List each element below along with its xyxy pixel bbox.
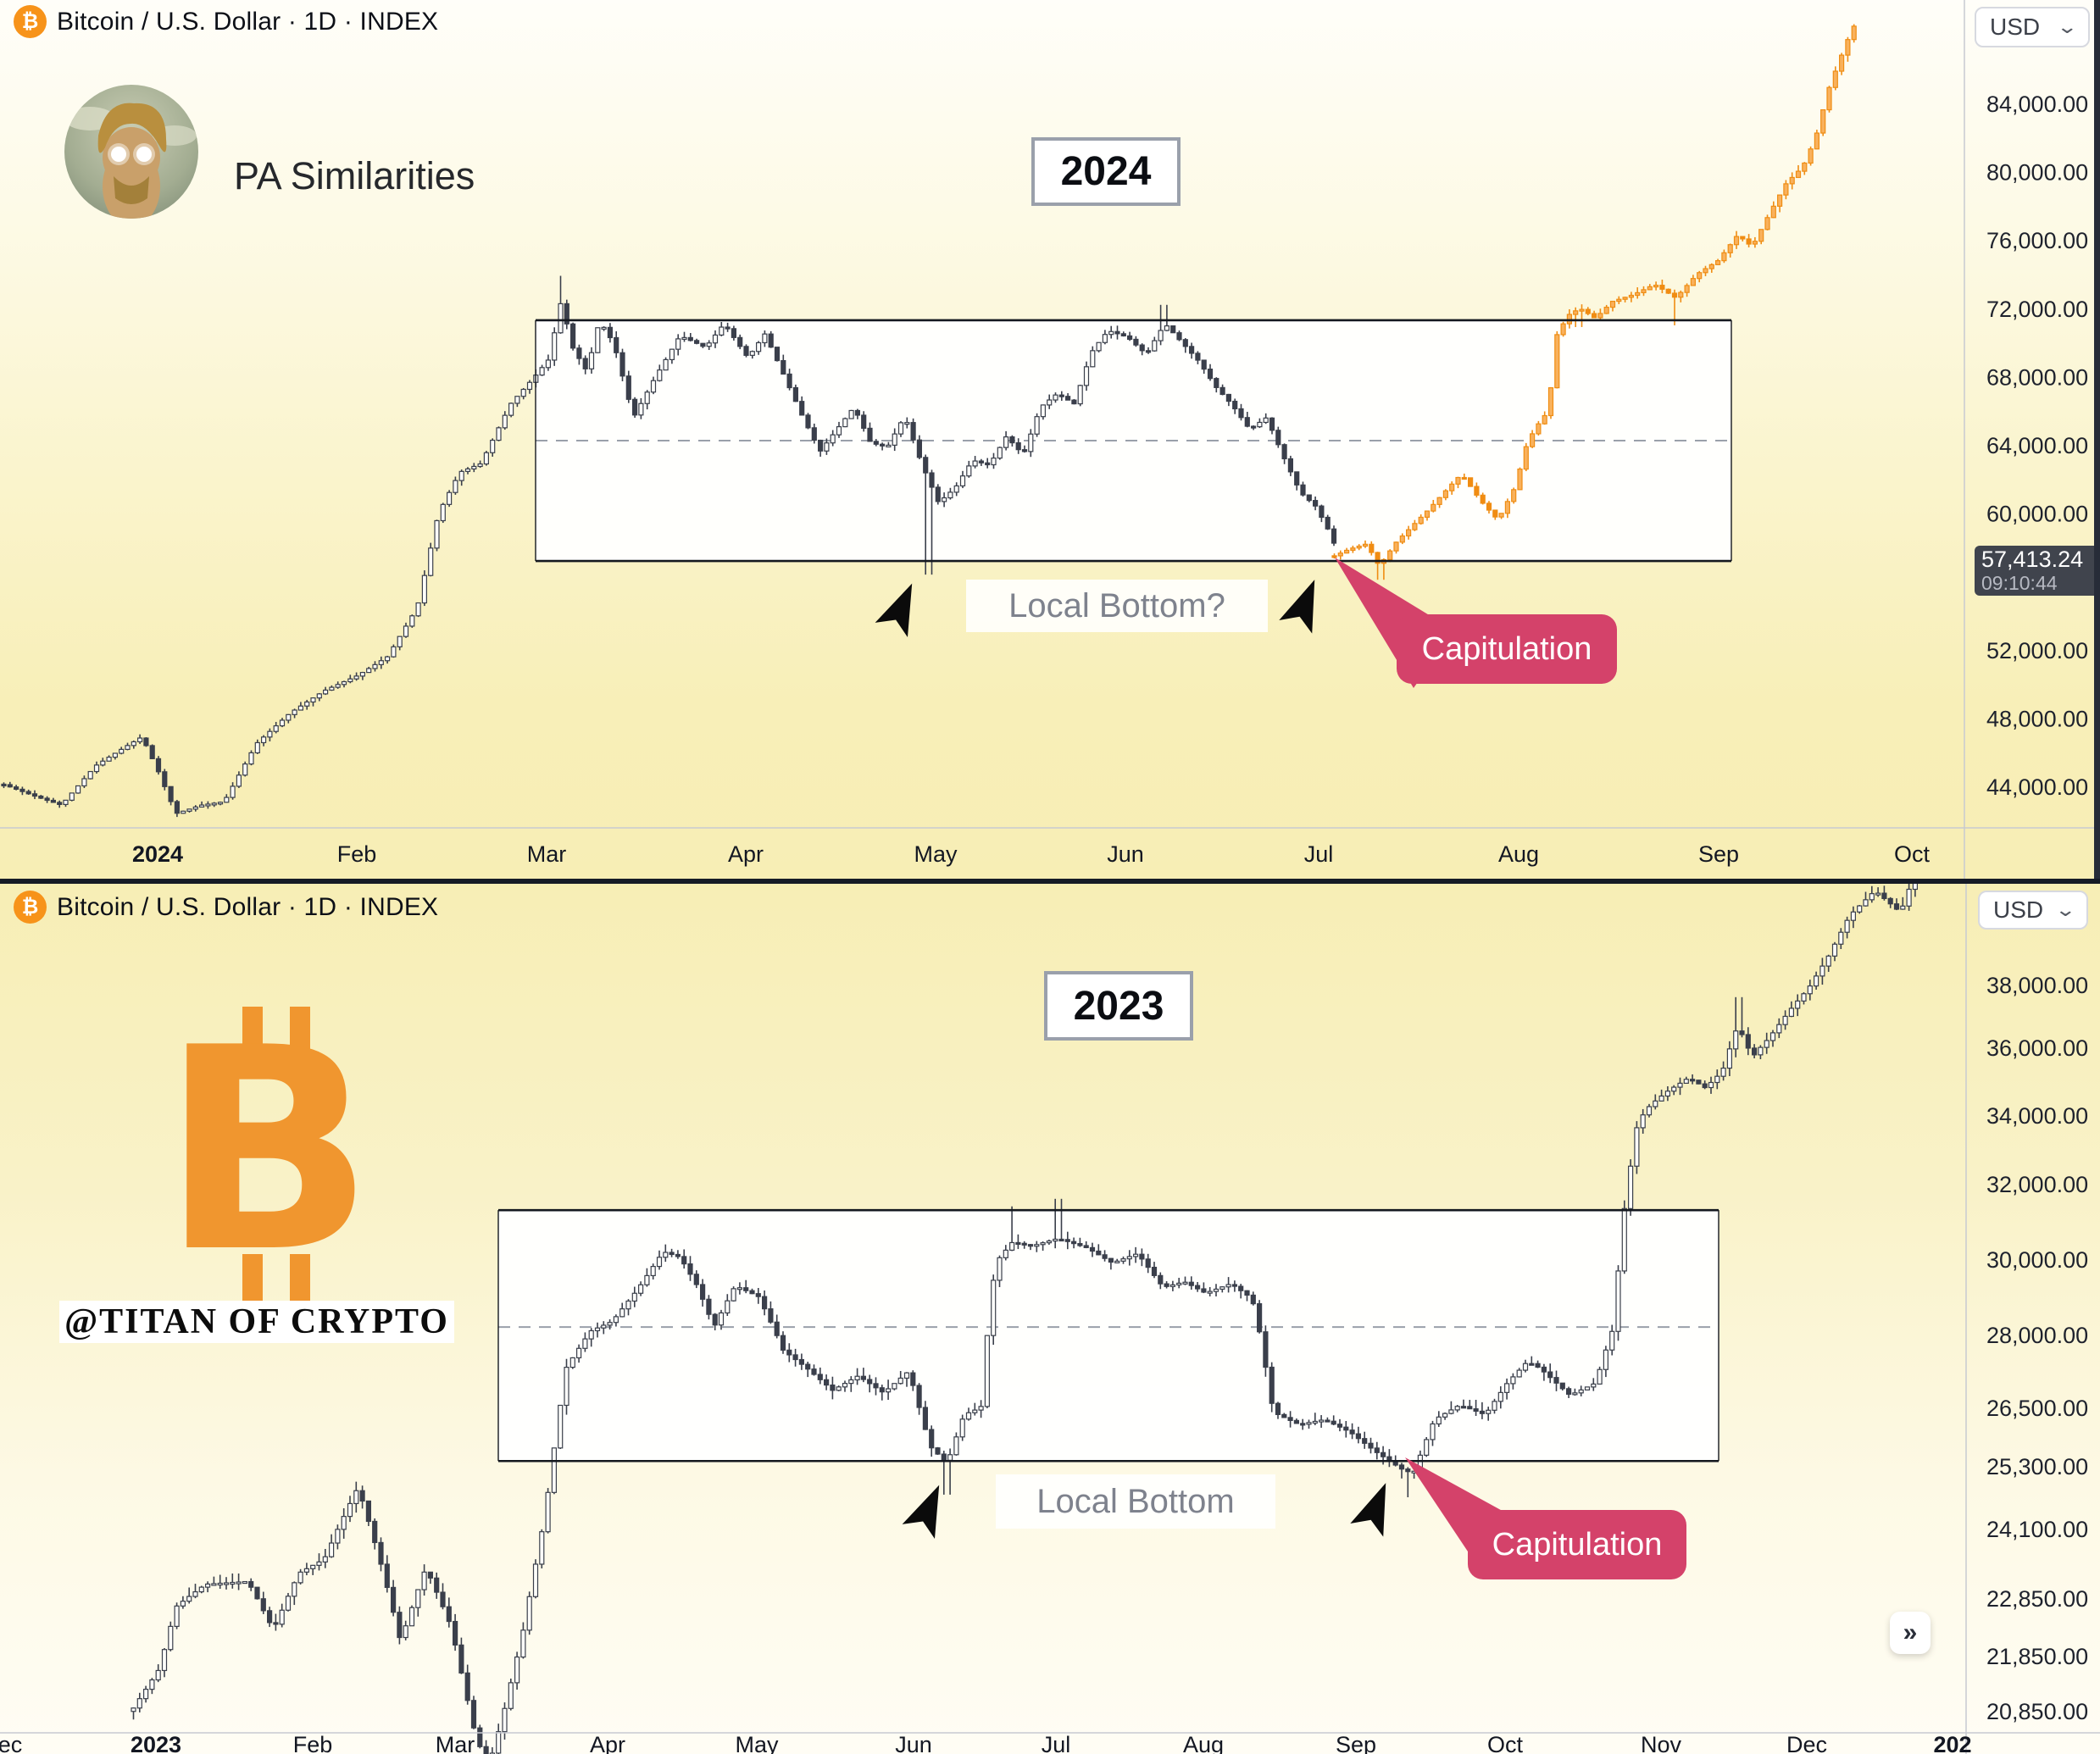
symbol-header[interactable]: ₿ Bitcoin / U.S. Dollar · 1D · INDEX (14, 891, 438, 924)
symbol-title: Bitcoin / U.S. Dollar · 1D · INDEX (57, 7, 439, 36)
price-chart-canvas-2023[interactable]: 38,000.00 36,000.00 34,000.00 32,000.00 30,0… (0, 884, 2100, 1754)
currency-select[interactable]: USD ⌄ (1978, 891, 2088, 930)
chevron-down-icon: ⌄ (2055, 16, 2078, 37)
price-tick[interactable]: 76,000.00 (1986, 228, 2088, 253)
price-tick[interactable]: 36,000.00 (1986, 1035, 2088, 1061)
last-price-time: 09:10:44 (1981, 572, 2058, 594)
local-bottom-label: Local Bottom (996, 1474, 1275, 1529)
time-tick[interactable]: Feb (293, 1732, 333, 1754)
price-tick[interactable]: 30,000.00 (1986, 1247, 2088, 1273)
chevron-down-icon: ⌄ (2053, 899, 2076, 920)
currency-select[interactable]: USD ⌄ (1975, 7, 2090, 47)
price-tick[interactable]: 72,000.00 (1986, 297, 2088, 322)
chart-panel-2023: 38,000.00 36,000.00 34,000.00 32,000.00 30,0… (0, 884, 2100, 1754)
time-tick[interactable]: Mar (436, 1732, 475, 1754)
collapse-axis-button[interactable]: » (1890, 1612, 1931, 1654)
price-tick[interactable]: 22,850.00 (1986, 1586, 2088, 1612)
time-tick[interactable]: Nov (1641, 1732, 1682, 1754)
currency-value: USD (1990, 14, 2041, 40)
price-tick[interactable]: 68,000.00 (1986, 364, 2088, 390)
price-tick[interactable]: 48,000.00 (1986, 706, 2088, 731)
price-tick[interactable]: 34,000.00 (1986, 1103, 2088, 1129)
price-tick[interactable]: 25,300.00 (1986, 1454, 2088, 1479)
time-tick[interactable]: Dec (1786, 1732, 1827, 1754)
time-tick[interactable]: 2024 (132, 841, 183, 867)
price-tick[interactable]: 24,100.00 (1986, 1517, 2088, 1542)
candlestick-series (1, 275, 1337, 818)
bitcoin-logo-watermark: B (161, 988, 375, 1313)
time-tick[interactable]: Oct (1487, 1732, 1524, 1754)
time-tick[interactable]: May (735, 1732, 779, 1754)
price-tick[interactable]: 28,000.00 (1986, 1323, 2088, 1348)
price-tick[interactable]: 38,000.00 (1986, 973, 2088, 998)
time-tick[interactable]: 2023 (131, 1732, 181, 1754)
cursor-arrow-icon (1350, 1483, 1386, 1537)
watermark-title: PA Similarities (234, 154, 475, 197)
price-tick[interactable]: 44,000.00 (1986, 774, 2088, 800)
price-tick[interactable]: 32,000.00 (1986, 1172, 2088, 1197)
symbol-header[interactable]: ₿ Bitcoin / U.S. Dollar · 1D · INDEX (14, 5, 438, 38)
price-tick[interactable]: 84,000.00 (1986, 92, 2088, 117)
time-tick[interactable]: Aug (1498, 841, 1539, 867)
time-tick[interactable]: Jun (895, 1732, 932, 1754)
year-label-2024: 2024 (1031, 137, 1181, 206)
time-tick[interactable]: Jul (1304, 841, 1334, 867)
time-tick[interactable]: May (914, 841, 958, 867)
last-price-badge: 57,413.24 09:10:44 (1975, 546, 2100, 596)
time-tick[interactable]: 202 (1933, 1732, 1971, 1754)
last-price: 57,413.24 (1981, 547, 2084, 572)
author-avatar (64, 85, 198, 219)
bitcoin-icon: ₿ (14, 891, 47, 924)
local-bottom-label: Local Bottom? (966, 580, 1268, 632)
cursor-arrow-icon (902, 1485, 940, 1539)
time-tick[interactable]: Jun (1107, 841, 1144, 867)
time-tick[interactable]: Sep (1698, 841, 1739, 867)
cursor-arrow-icon (1279, 580, 1315, 634)
time-tick[interactable]: Apr (590, 1732, 625, 1754)
symbol-title: Bitcoin / U.S. Dollar · 1D · INDEX (57, 892, 439, 921)
price-chart-canvas-2024[interactable]: 84,000.00 80,000.00 76,000.00 72,000.00 68,0… (0, 0, 2100, 879)
currency-value: USD (1993, 896, 2044, 923)
cursor-arrow-icon (875, 583, 913, 637)
time-tick[interactable]: ec (0, 1732, 22, 1754)
price-tick[interactable]: 20,850.00 (1986, 1699, 2088, 1724)
time-tick[interactable]: Sep (1336, 1732, 1376, 1754)
price-tick[interactable]: 52,000.00 (1986, 638, 2088, 663)
time-tick[interactable]: Jul (1042, 1732, 1071, 1754)
year-label-2023: 2023 (1044, 971, 1193, 1041)
watermark-handle: @TITAN OF CRYPTO (59, 1301, 454, 1343)
chart-panel-2024: 84,000.00 80,000.00 76,000.00 72,000.00 68,0… (0, 0, 2100, 879)
range-box (498, 1210, 1719, 1462)
price-tick[interactable]: 60,000.00 (1986, 502, 2088, 527)
price-tick[interactable]: 80,000.00 (1986, 160, 2088, 186)
panel-divider (0, 879, 2100, 884)
time-tick[interactable]: Feb (337, 841, 377, 867)
time-tick[interactable]: Oct (1894, 841, 1931, 867)
time-tick[interactable]: Apr (728, 841, 764, 867)
price-tick[interactable]: 21,850.00 (1986, 1644, 2088, 1669)
bitcoin-icon: ₿ (14, 5, 47, 38)
time-tick[interactable]: Mar (527, 841, 567, 867)
capitulation-badge: Capitulation (1397, 614, 1617, 684)
price-tick[interactable]: 64,000.00 (1986, 433, 2088, 458)
time-tick[interactable]: Aug (1183, 1732, 1224, 1754)
panel-edge-bar (2094, 0, 2100, 879)
price-tick[interactable]: 26,500.00 (1986, 1396, 2088, 1421)
capitulation-badge: Capitulation (1468, 1510, 1686, 1579)
candlestick-series (131, 884, 1918, 1754)
